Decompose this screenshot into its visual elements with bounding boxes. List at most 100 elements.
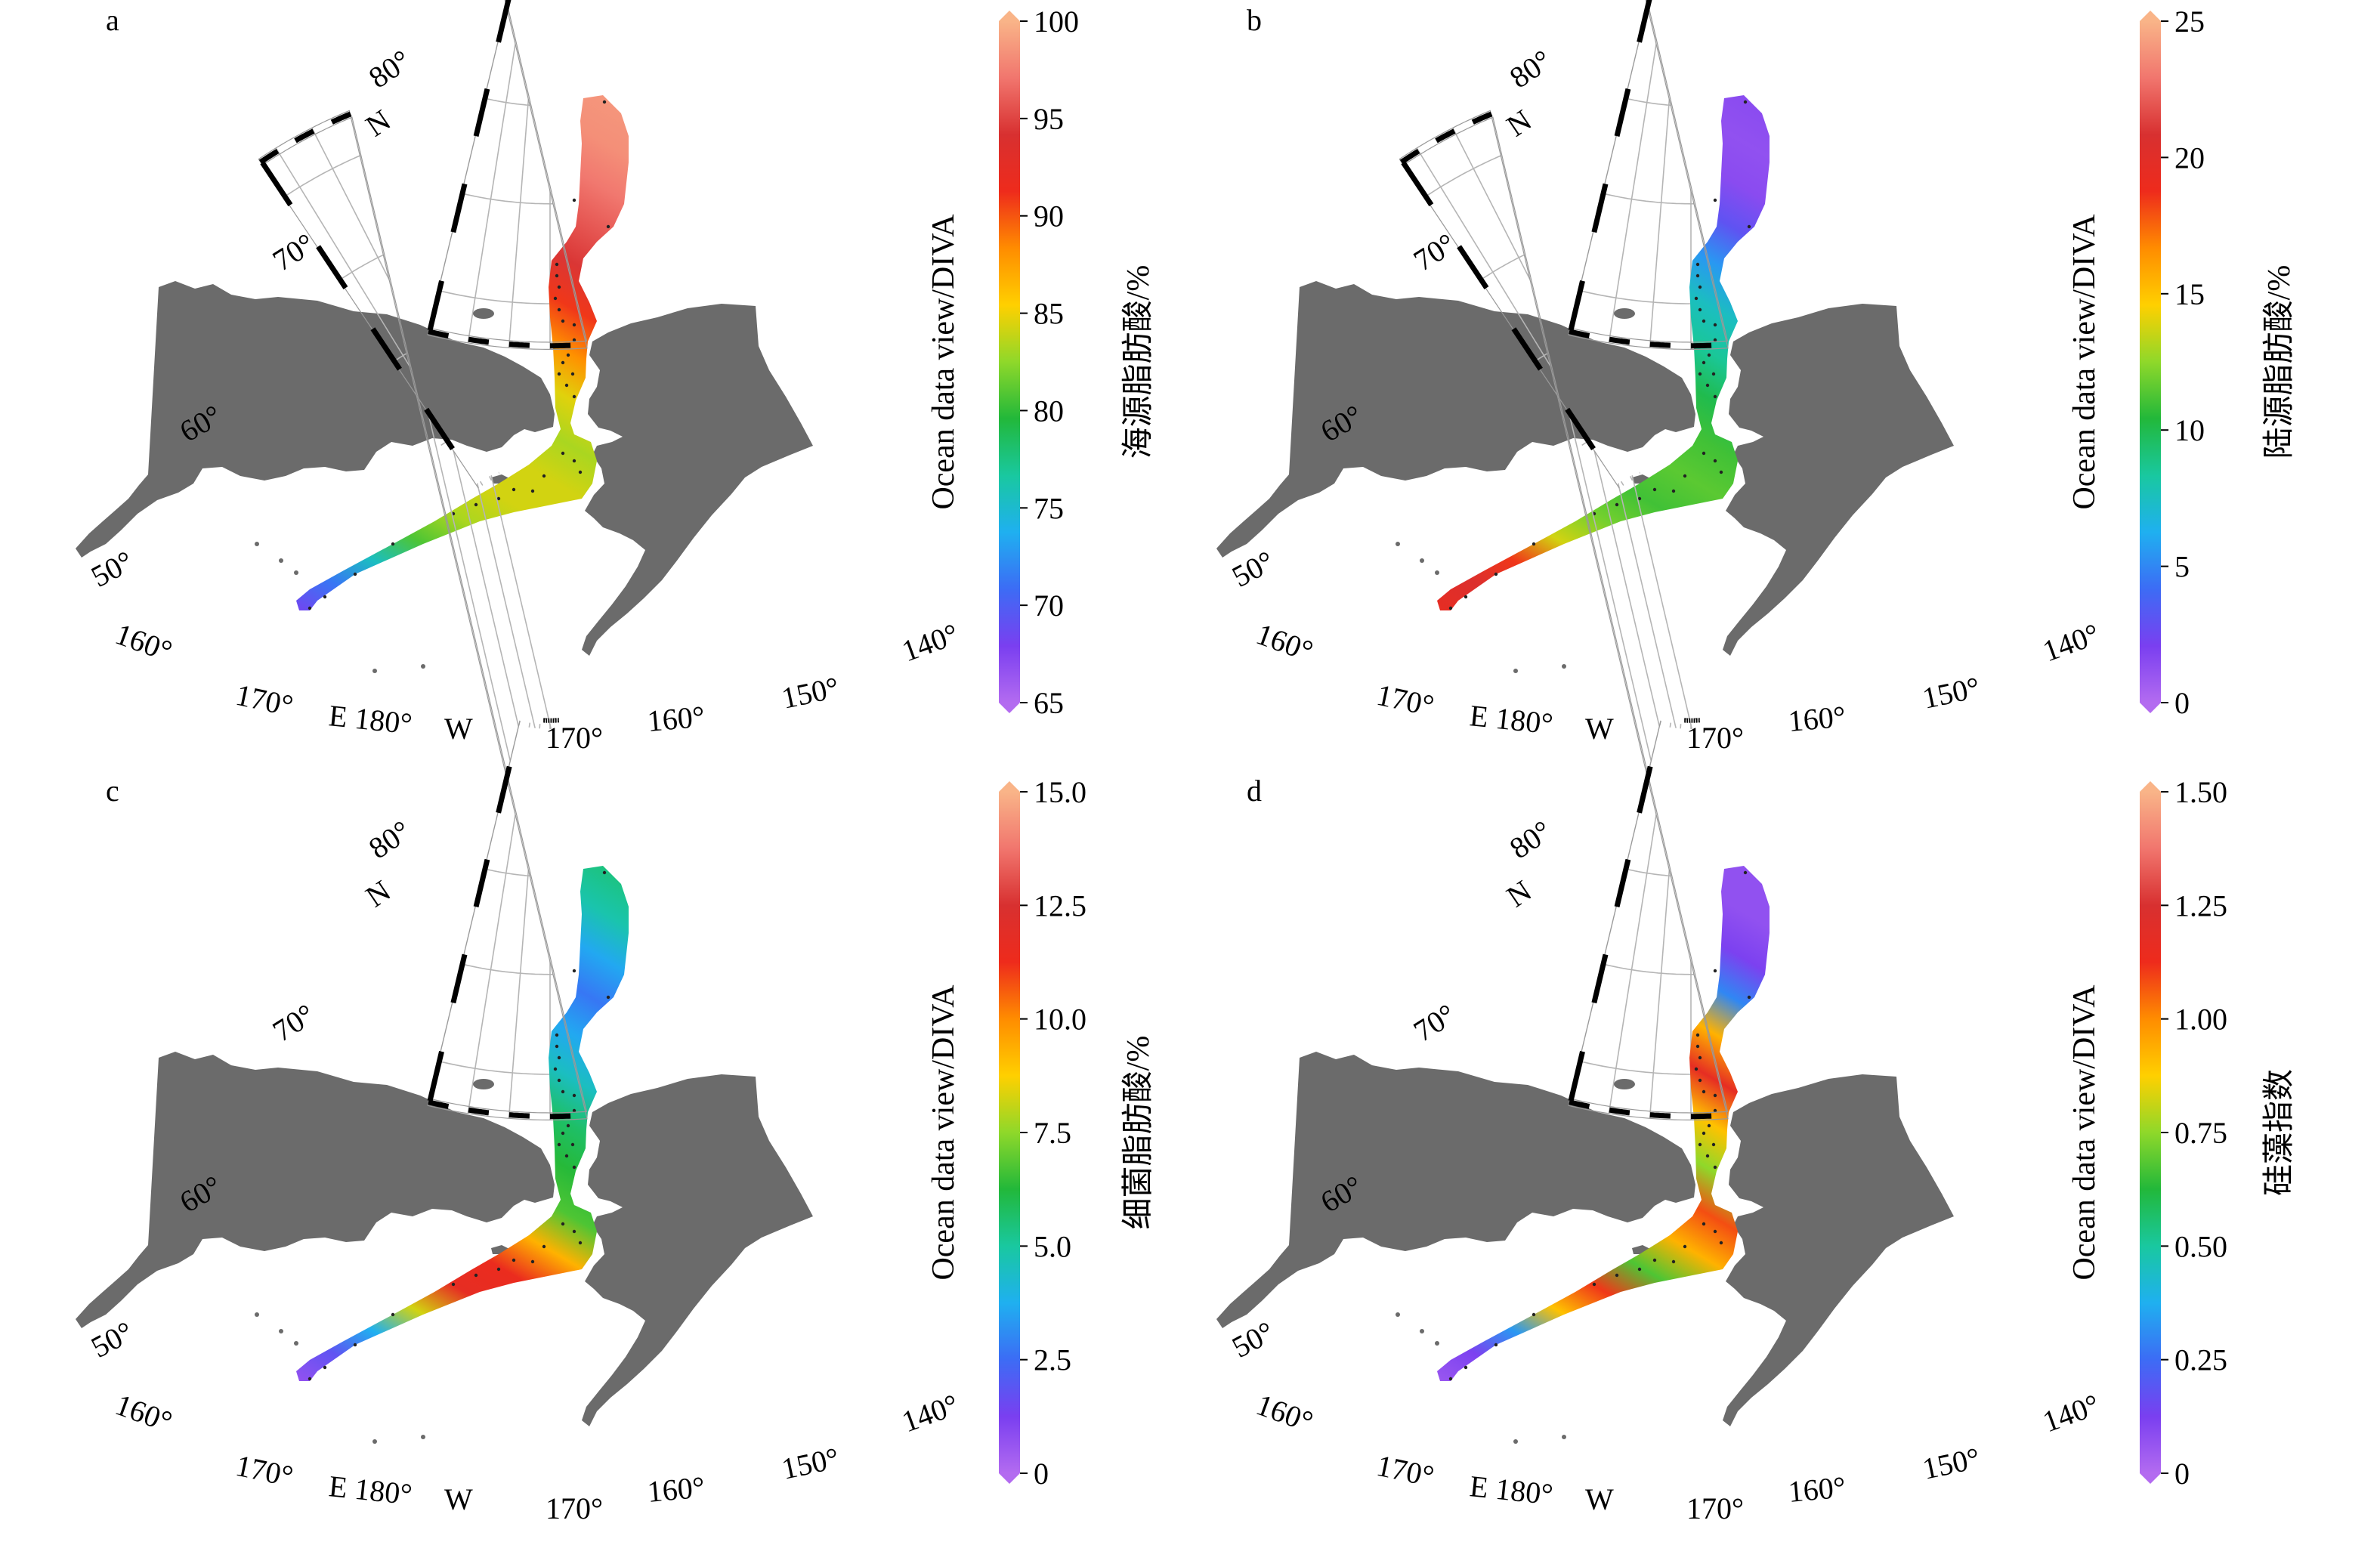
colorbar-tick-label: 1.00: [2174, 1003, 2227, 1037]
colorbar-variable-label: 硅藻指数: [2262, 1069, 2297, 1196]
station-marker: [1615, 1273, 1619, 1278]
station-marker: [496, 496, 501, 501]
station-marker: [1713, 338, 1717, 342]
land-islet: [1420, 1329, 1424, 1333]
colorbar-tick-label: 90: [1034, 199, 1064, 233]
station-marker: [1683, 1244, 1687, 1249]
colorbar-extend-bottom: [999, 1473, 1020, 1484]
station-marker: [564, 1154, 569, 1158]
station-marker: [1652, 487, 1657, 492]
station-marker: [557, 1142, 561, 1147]
longitude-line: [1607, 722, 1672, 1119]
latitude-label: 50°: [85, 1315, 139, 1364]
station-marker: [1652, 1258, 1657, 1262]
station-marker: [572, 1093, 576, 1098]
station-marker: [1448, 606, 1453, 610]
station-marker: [1713, 198, 1717, 202]
colorbar-title: Ocean data view/DIVA: [2067, 214, 2102, 510]
longitude-label: 160°: [111, 616, 177, 668]
longitude-label: 140°: [2038, 1387, 2104, 1438]
colorbar-tick-label: 1.50: [2174, 775, 2227, 809]
land-islet: [279, 1329, 283, 1333]
colorbar-tick-label: 85: [1034, 297, 1064, 331]
station-marker: [1695, 1044, 1700, 1049]
colorbar-tick-label: 12.5: [1034, 888, 1086, 922]
longitude-line: [466, 0, 531, 348]
land-wrangel-island: [1614, 308, 1635, 319]
land-islet: [1435, 570, 1439, 575]
station-marker: [561, 319, 565, 323]
colorbar-tick-label: 5.0: [1034, 1229, 1071, 1263]
station-marker: [1702, 360, 1706, 365]
station-marker: [391, 542, 395, 546]
station-marker: [1592, 1282, 1596, 1287]
stations: [1448, 870, 1751, 1381]
latitude-line: [1467, 0, 1719, 205]
station-marker: [1698, 285, 1702, 289]
longitude-label: 170°: [1686, 721, 1744, 755]
land-islet: [294, 570, 298, 575]
station-marker: [1637, 496, 1642, 501]
land-islet: [421, 1435, 425, 1439]
station-marker: [1743, 100, 1748, 104]
station-marker: [1702, 1089, 1706, 1094]
colorbar-ramp: [2140, 792, 2161, 1473]
land-islet: [1396, 542, 1400, 546]
map-frame: [1568, 0, 1729, 350]
station-marker: [1448, 1377, 1453, 1381]
station-marker: [572, 459, 576, 463]
land-islet: [1562, 664, 1566, 669]
colorbar-tick-label: 65: [1034, 686, 1064, 720]
colorbar-extend-bottom: [2140, 1473, 2161, 1484]
station-marker: [1532, 1312, 1536, 1317]
station-marker: [1713, 969, 1717, 973]
longitude-label: E 180°: [1468, 698, 1555, 740]
land-wrangel-island: [473, 308, 494, 319]
longitude-label: W: [444, 1482, 473, 1516]
longitude-label: 160°: [1252, 616, 1318, 668]
station-marker: [555, 1044, 559, 1049]
station-marker: [1707, 353, 1711, 357]
latitude-label: 80°: [1504, 814, 1558, 866]
latitude-line: [440, 0, 564, 11]
latitude-label: 70°: [267, 997, 320, 1049]
station-marker: [1713, 394, 1717, 399]
station-marker: [564, 383, 569, 388]
longitude-label: 160°: [1787, 1470, 1847, 1509]
stations: [308, 100, 610, 610]
colorbar-tick-label: 0: [2174, 1457, 2190, 1491]
station-marker: [555, 273, 559, 278]
station-marker: [1702, 319, 1706, 323]
land-chukotka: [76, 281, 555, 558]
colorbar-title: Ocean data view/DIVA: [926, 984, 961, 1281]
station-marker: [1713, 1093, 1717, 1098]
station-marker: [512, 1258, 516, 1262]
land-islet: [1513, 669, 1518, 673]
map-frame: [427, 0, 588, 350]
longitude-line: [1649, 724, 1682, 1120]
station-marker: [496, 1267, 501, 1272]
latitude-label: 70°: [267, 227, 320, 278]
map-frame: [258, 110, 588, 1120]
land-alaska: [1723, 304, 1954, 656]
station-marker: [542, 1244, 546, 1249]
station-marker: [578, 1241, 583, 1245]
longitude-line: [1649, 0, 1682, 350]
station-marker: [1698, 307, 1702, 312]
station-marker: [606, 224, 610, 229]
colorbar-extend-top: [999, 11, 1020, 21]
graticule: [1408, 110, 1726, 1120]
station-marker: [1698, 1055, 1702, 1060]
longitude-label: 170°: [233, 678, 296, 723]
latitude-label: 80°: [363, 43, 417, 95]
colorbar-tick-label: 10.0: [1034, 1003, 1086, 1037]
colorbar-ramp: [2140, 21, 2161, 703]
land-islet: [255, 542, 259, 546]
land-islet: [421, 664, 425, 669]
colorbar: 100 95 90 85 80 75 70 65 Ocean data view/DIVA 海源脂…: [926, 5, 1156, 720]
station-marker: [323, 595, 327, 599]
colorbar-title: Ocean data view/DIVA: [926, 214, 961, 510]
colorbar-tick-label: 5: [2174, 550, 2190, 584]
